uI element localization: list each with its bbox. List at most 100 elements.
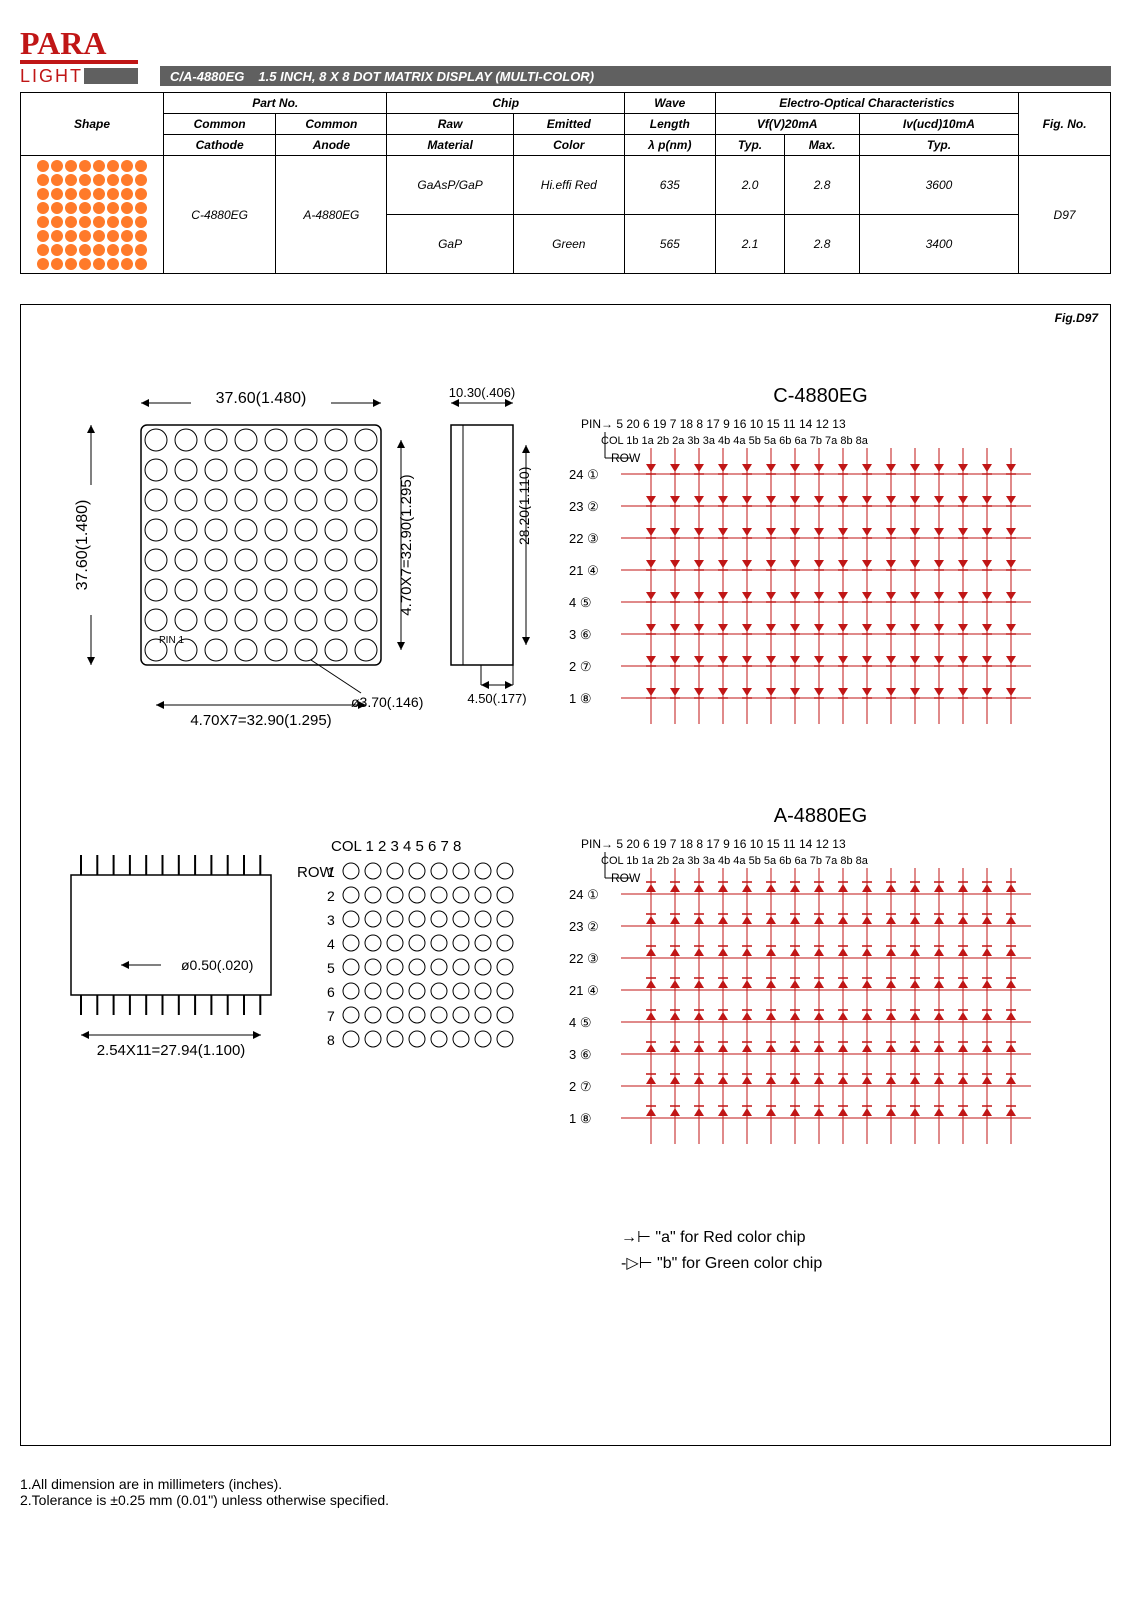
svg-text:3 ⑥: 3 ⑥ <box>569 627 592 642</box>
svg-text:24 ①: 24 ① <box>569 887 599 902</box>
dim-pin-dia: ø0.50(.020) <box>181 957 253 973</box>
svg-text:1 ⑧: 1 ⑧ <box>569 691 592 706</box>
header: PARA LIGHT C/A-4880EG 1.5 INCH, 8 X 8 DO… <box>20 20 1111 90</box>
cell-fig: D97 <box>1019 156 1111 274</box>
logo-bottom: LIGHT <box>20 66 83 86</box>
dim-pin-pitch: 2.54X11=27.94(1.100) <box>97 1042 246 1059</box>
h-anode: Anode <box>276 135 387 156</box>
h-common-c: Common <box>164 114 276 135</box>
svg-text:21 ④: 21 ④ <box>569 563 599 578</box>
svg-text:4 ⑤: 4 ⑤ <box>569 595 592 610</box>
h-wave2: Length <box>624 114 715 135</box>
legend-b: -▷⊢ "b" for Green color chip <box>621 1251 1080 1277</box>
dim-body-h: 37.60(1.480) <box>74 500 91 591</box>
svg-text:1: 1 <box>327 864 335 880</box>
footer-l2: 2.Tolerance is ±0.25 mm (0.01") unless o… <box>20 1492 1111 1508</box>
figure-label: Fig.D97 <box>1055 311 1098 325</box>
svg-text:COL 1b 1a 2b 2a 3b 3a 4b 4a 5b: COL 1b 1a 2b 2a 3b 3a 4b 4a 5b 5a 6b 6a … <box>601 435 869 447</box>
cell-wl-1: 565 <box>624 215 715 274</box>
h-raw: Raw <box>387 114 513 135</box>
svg-text:23 ②: 23 ② <box>569 919 599 934</box>
h-shape: Shape <box>21 93 164 156</box>
svg-text:PIN→ 5 20 6 19 7 18 8 17 9 16: PIN→ 5 20 6 19 7 18 8 17 9 16 10 15 11 1… <box>581 837 846 851</box>
dim-dot-dia: ø3.70(.146) <box>351 694 423 710</box>
h-material: Material <box>387 135 513 156</box>
logo-grey-block <box>84 68 138 84</box>
h-wave1: Wave <box>624 93 715 114</box>
dim-corner: 4.50(.177) <box>467 691 526 706</box>
cell-vfmax-0: 2.8 <box>785 156 859 215</box>
h-max: Max. <box>785 135 859 156</box>
cell-iv-1: 3400 <box>859 215 1018 274</box>
svg-text:23 ②: 23 ② <box>569 499 599 514</box>
h-partno: Part No. <box>164 93 387 114</box>
pin1-marker: PIN 1 <box>159 635 184 646</box>
h-eoc: Electro-Optical Characteristics <box>715 93 1018 114</box>
cell-anode: A-4880EG <box>276 156 387 274</box>
svg-text:24 ①: 24 ① <box>569 467 599 482</box>
legend: →⊢ "a" for Red color chip -▷⊢ "b" for Gr… <box>561 1225 1080 1276</box>
svg-text:PIN→ 5 20 6 19 7 18 8 17 9 16: PIN→ 5 20 6 19 7 18 8 17 9 16 10 15 11 1… <box>581 417 846 431</box>
svg-text:21 ④: 21 ④ <box>569 983 599 998</box>
dim-body-w: 37.60(1.480) <box>216 390 307 407</box>
footer-l1: 1.All dimension are in millimeters (inch… <box>20 1476 1111 1492</box>
matrix-col-label: COL 1 2 3 4 5 6 7 8 <box>331 838 461 855</box>
h-color: Color <box>513 135 624 156</box>
panel-front: 37.60(1.480) 37.60(1.480) 4.70X7=32.90(1… <box>51 385 531 765</box>
cell-mat-1: GaP <box>387 215 513 274</box>
shape-dot-grid <box>27 160 157 270</box>
c-title: C-4880EG <box>561 385 1080 408</box>
svg-text:22 ③: 22 ③ <box>569 951 599 966</box>
cell-vftyp-1: 2.1 <box>715 215 785 274</box>
cell-mat-0: GaAsP/GaP <box>387 156 513 215</box>
cell-vfmax-1: 2.8 <box>785 215 859 274</box>
cell-vftyp-0: 2.0 <box>715 156 785 215</box>
title-desc: 1.5 INCH, 8 X 8 DOT MATRIX DISPLAY (MULT… <box>258 69 594 84</box>
h-iv: Iv(ucd)10mA <box>859 114 1018 135</box>
dim-side-h: 28.20(1.110) <box>516 467 531 545</box>
panel-c-schematic: C-4880EG PIN→ 5 20 6 19 7 18 8 17 9 16 1… <box>561 385 1080 765</box>
svg-text:2: 2 <box>327 888 335 904</box>
dim-pitch-v: 4.70X7=32.90(1.295) <box>398 474 415 615</box>
h-vf: Vf(V)20mA <box>715 114 859 135</box>
cell-wl-0: 635 <box>624 156 715 215</box>
cell-iv-0: 3600 <box>859 156 1018 215</box>
svg-text:8: 8 <box>327 1032 335 1048</box>
svg-text:2 ⑦: 2 ⑦ <box>569 659 592 674</box>
cell-color-1: Green <box>513 215 624 274</box>
svg-text:4 ⑤: 4 ⑤ <box>569 1015 592 1030</box>
svg-text:7: 7 <box>327 1008 335 1024</box>
svg-text:4: 4 <box>327 936 335 952</box>
h-common-a: Common <box>276 114 387 135</box>
svg-text:COL 1b 1a 2b 2a 3b 3a 4b 4a 5b: COL 1b 1a 2b 2a 3b 3a 4b 4a 5b 5a 6b 6a … <box>601 855 869 867</box>
para-logo: PARA LIGHT <box>20 20 140 90</box>
figure-box: Fig.D97 37.60(1.480) 37.60(1.480) <box>20 304 1111 1446</box>
cell-color-0: Hi.effi Red <box>513 156 624 215</box>
h-figno: Fig. No. <box>1019 93 1111 156</box>
legend-a: →⊢ "a" for Red color chip <box>621 1225 1080 1251</box>
svg-text:2 ⑦: 2 ⑦ <box>569 1079 592 1094</box>
cell-cathode: C-4880EG <box>164 156 276 274</box>
h-typ2: Typ. <box>859 135 1018 156</box>
svg-text:3 ⑥: 3 ⑥ <box>569 1047 592 1062</box>
dim-side-w: 10.30(.406) <box>449 385 516 400</box>
h-cathode: Cathode <box>164 135 276 156</box>
svg-text:22 ③: 22 ③ <box>569 531 599 546</box>
logo-top: PARA <box>20 25 107 61</box>
svg-text:5: 5 <box>327 960 335 976</box>
svg-text:6: 6 <box>327 984 335 1000</box>
spec-table: Shape Part No. Chip Wave Electro-Optical… <box>20 92 1111 274</box>
h-emitted: Emitted <box>513 114 624 135</box>
a-title: A-4880EG <box>561 805 1080 828</box>
title-partno: C/A-4880EG <box>170 69 244 84</box>
panel-a-schematic: A-4880EG PIN→ 5 20 6 19 7 18 8 17 9 16 1… <box>561 805 1080 1185</box>
diagram-area: 37.60(1.480) 37.60(1.480) 4.70X7=32.90(1… <box>51 385 1080 1276</box>
panel-bottom: ø0.50(.020) 2.54X11=27.94(1.100) COL 1 2… <box>51 805 531 1185</box>
logo-rule <box>20 60 138 64</box>
shape-cell <box>21 156 164 274</box>
dim-pitch-h: 4.70X7=32.90(1.295) <box>190 712 331 729</box>
footer: 1.All dimension are in millimeters (inch… <box>20 1476 1111 1508</box>
title-bar: C/A-4880EG 1.5 INCH, 8 X 8 DOT MATRIX DI… <box>160 66 1111 86</box>
h-chip: Chip <box>387 93 624 114</box>
h-wave3: λ p(nm) <box>624 135 715 156</box>
